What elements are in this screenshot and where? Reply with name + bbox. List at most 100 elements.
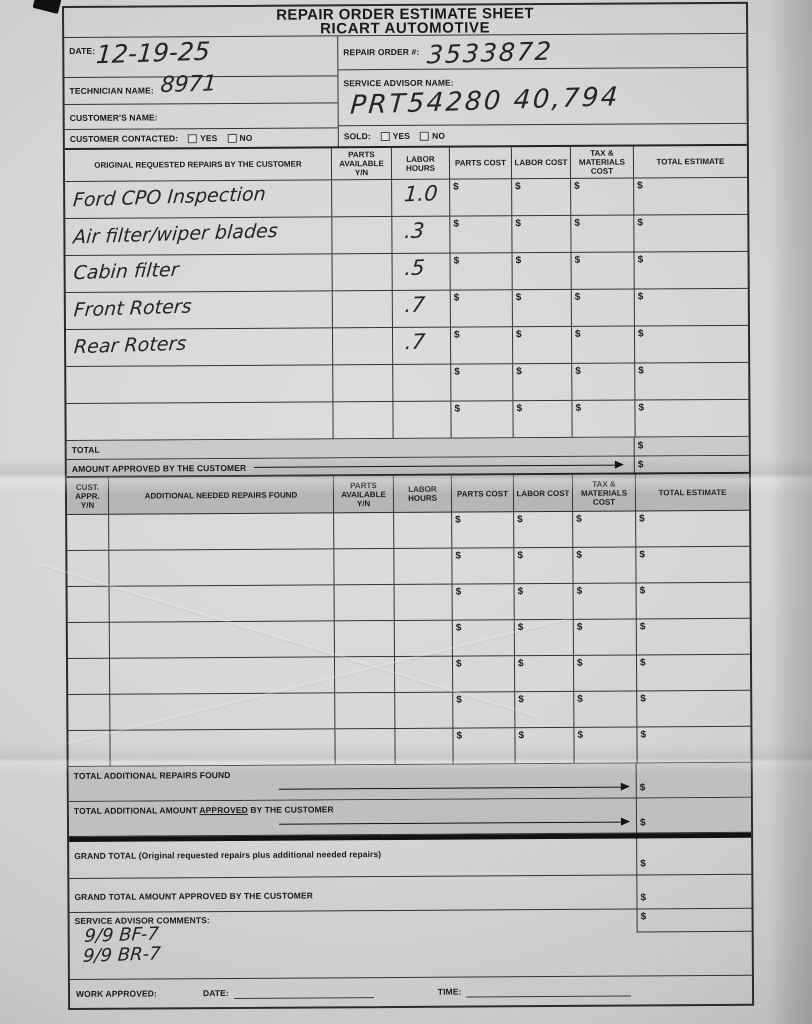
labor-hours-cell: .7 [392, 290, 451, 327]
labor-hours-cell [395, 692, 454, 728]
total-additional-approved-cell: $ [635, 797, 752, 833]
labor-hours-cell [393, 364, 452, 401]
grand-total-approved-row: GRAND TOTAL AMOUNT APPROVED BY THE CUSTO… [69, 874, 752, 913]
parts-cost-cell: $ [453, 728, 516, 764]
label-text: BY THE CUSTOMER [247, 804, 334, 815]
labor-hours-handwritten: .5 [403, 255, 426, 281]
customer-contacted-no-checkbox [227, 133, 237, 143]
amount-approved-label: AMOUNT APPROVED BY THE CUSTOMER [71, 462, 247, 474]
labor-cost-cell: $ [514, 547, 574, 584]
table-row: $ $ $ $ [67, 582, 750, 623]
total-additional-found-cell: $ [635, 762, 751, 798]
table-row: Ford CPO Inspection 1.0 $ $ $ $ [65, 177, 748, 219]
work-approved-label: WORK APPROVED: [76, 988, 157, 999]
grand-total-approved-label: GRAND TOTAL AMOUNT APPROVED BY THE CUSTO… [74, 890, 314, 902]
parts-available-cell [332, 253, 393, 291]
repair-description-handwritten: Rear Roters [73, 332, 188, 359]
parts-cost-cell: $ [452, 512, 515, 548]
tax-materials-cost-cell: $ [571, 178, 635, 215]
pen-mark [32, 0, 62, 14]
total-estimate-cell: $ [636, 547, 749, 583]
currency-symbol: $ [574, 254, 581, 266]
currency-symbol: $ [517, 550, 523, 562]
labor-hours-cell [394, 584, 453, 620]
currency-symbol: $ [515, 292, 522, 304]
currency-symbol: $ [455, 550, 461, 562]
currency-symbol: $ [515, 181, 521, 193]
labor-hours-cell [395, 728, 454, 764]
grand-total-label: GRAND TOTAL (Original requested repairs … [74, 849, 382, 861]
table-row: $ $ $ $ [66, 399, 749, 441]
date-label: DATE: [69, 45, 96, 56]
labor-hours-cell: 1.0 [392, 179, 451, 216]
currency-symbol: $ [517, 586, 524, 598]
labor-cost-cell: $ [514, 511, 574, 548]
parts-cost-cell: $ [450, 216, 513, 253]
currency-symbol: $ [575, 402, 582, 414]
repair-description-cell: Rear Roters [65, 328, 334, 366]
tax-materials-cost-cell: $ [571, 289, 635, 326]
cust-appr-cell [67, 550, 110, 586]
currency-symbol: $ [577, 729, 584, 741]
parts-available-cell [334, 548, 395, 585]
column-header-labor-cost: LABOR COST [513, 474, 574, 512]
tax-materials-cost-cell: $ [573, 511, 637, 547]
total-estimate-cell: $ [635, 252, 748, 289]
currency-symbol: $ [574, 328, 581, 340]
labor-cost-cell: $ [514, 619, 574, 656]
currency-symbol: $ [576, 621, 583, 633]
currency-symbol: $ [576, 549, 582, 561]
currency-symbol: $ [639, 817, 646, 829]
table-row: Cabin filter .5 $ $ $ $ [65, 251, 748, 293]
total-estimate-cell: $ [634, 215, 747, 252]
column-header-labor-hours: LABOR HOURS [391, 147, 451, 179]
currency-symbol: $ [640, 858, 646, 870]
labor-hours-cell [394, 512, 453, 548]
column-header-additional-repairs: ADDITIONAL NEEDED REPAIRS FOUND [108, 476, 335, 514]
column-header-labor-cost: LABOR COST [511, 146, 572, 179]
currency-symbol: $ [515, 218, 521, 230]
parts-available-cell [334, 656, 396, 693]
labor-cost-cell: $ [512, 252, 572, 290]
currency-symbol: $ [517, 622, 524, 634]
total-additional-found-row: TOTAL ADDITIONAL REPAIRS FOUND $ [68, 762, 751, 802]
additional-repairs-table: CUST. APPR. Y/N ADDITIONAL NEEDED REPAIR… [66, 473, 752, 837]
currency-symbol: $ [638, 402, 645, 414]
repair-description-cell: Front Roters [65, 291, 333, 329]
label-text: TOTAL ADDITIONAL AMOUNT [73, 805, 200, 816]
customer-contacted-field: CUSTOMER CONTACTED: YES NO [65, 128, 338, 148]
labor-cost-cell: $ [513, 400, 573, 438]
table-row: $ $ $ $ [67, 510, 750, 551]
currency-symbol: $ [638, 365, 644, 377]
column-header-total-estimate: TOTAL ESTIMATE [656, 156, 725, 167]
parts-available-cell [333, 364, 394, 402]
currency-symbol: $ [453, 329, 460, 341]
parts-cost-cell: $ [450, 253, 513, 290]
form-header: REPAIR ORDER ESTIMATE SHEET RICART AUTOM… [64, 3, 747, 38]
currency-symbol: $ [456, 730, 463, 742]
currency-symbol: $ [455, 586, 462, 598]
repair-order-label: REPAIR ORDER #: [343, 46, 420, 58]
column-header-labor-hours: LABOR HOURS [393, 475, 453, 512]
parts-cost-cell: $ [453, 692, 516, 728]
currency-symbol: $ [574, 180, 580, 192]
currency-symbol: $ [516, 403, 523, 415]
currency-symbol: $ [640, 892, 647, 904]
customer-name-field: CUSTOMER'S NAME: [64, 103, 338, 130]
total-estimate-cell: $ [635, 400, 748, 437]
repair-order-field: REPAIR ORDER #: 3533872 [338, 33, 747, 71]
column-header-parts-cost: PARTS COST [451, 475, 515, 512]
original-repairs-rows: Ford CPO Inspection 1.0 $ $ $ $ Air filter/wip… [65, 177, 749, 441]
parts-available-cell [332, 290, 393, 328]
parts-available-cell [332, 216, 393, 254]
yes-label: YES [392, 130, 411, 141]
table-row: $ $ $ $ [66, 362, 749, 404]
technician-label: TECHNICIAN NAME: [69, 85, 154, 96]
info-right-column: REPAIR ORDER #: 3533872 SERVICE ADVISOR … [338, 33, 747, 146]
sold-yes-checkbox [380, 131, 390, 141]
service-advisor-label: SERVICE ADVISOR NAME: [343, 77, 454, 89]
parts-cost-cell: $ [450, 290, 513, 327]
total-estimate-cell: $ [637, 691, 750, 727]
currency-symbol: $ [455, 658, 462, 670]
